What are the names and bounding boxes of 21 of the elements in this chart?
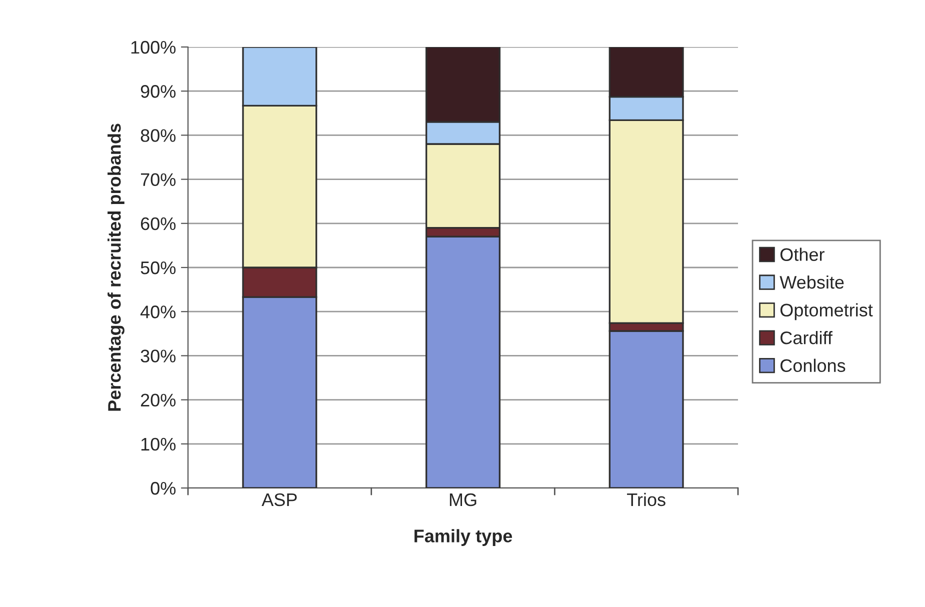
x-tick-label: ASP — [262, 493, 297, 506]
x-tick-label: Trios — [627, 492, 666, 506]
legend-label: Other — [780, 248, 824, 261]
x-axis-title: Family type — [414, 529, 512, 546]
y-tick-label: 100% — [131, 40, 176, 54]
legend-label: Cardiff — [780, 330, 832, 344]
y-tick-label: 10% — [141, 438, 176, 451]
y-tick-label: 70% — [140, 173, 176, 186]
y-tick-label: 0% — [150, 482, 176, 495]
y-tick-label: 40% — [140, 306, 176, 318]
y-tick-label: 30% — [140, 350, 176, 362]
legend-label: Website — [780, 275, 844, 289]
y-tick-label: 80% — [140, 129, 176, 142]
legend-label: Optometrist — [780, 303, 873, 320]
y-tick-label: 60% — [140, 217, 176, 230]
y-tick-label: 90% — [140, 85, 176, 98]
y-tick-label: 20% — [140, 394, 176, 407]
y-axis-title: Percentage of recruited probands — [108, 124, 124, 411]
y-tick-label: 50% — [140, 261, 176, 274]
x-tick-label: MG — [450, 493, 476, 506]
legend-label: Conlons — [780, 358, 846, 372]
